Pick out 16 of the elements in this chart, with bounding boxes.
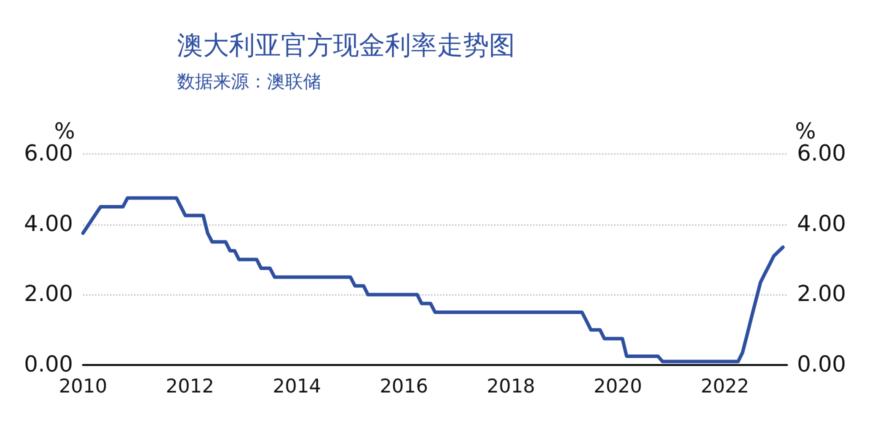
x-tick-label: 2016 xyxy=(380,376,428,398)
line-series xyxy=(81,196,785,364)
y2-tick-label: 0.00 xyxy=(797,352,846,378)
y-tick-label: 0.00 xyxy=(24,352,73,378)
x-tick-label: 2014 xyxy=(272,376,322,398)
y2-tick-label: 2.00 xyxy=(797,282,846,308)
y-tick-label: 2.00 xyxy=(24,282,73,308)
x-tick-label: 2018 xyxy=(486,376,536,398)
y2-tick-label: 4.00 xyxy=(797,212,846,237)
x-tick-label: 2022 xyxy=(700,376,750,398)
chart-subtitle: 数据来源：澳联储 xyxy=(177,72,321,92)
x-tick-label: 2012 xyxy=(166,376,214,398)
x-tick-label: 2010 xyxy=(58,376,108,398)
y-tick-label: 4.00 xyxy=(24,212,73,237)
chart-title: 澳大利亚官方现金利率走势图 xyxy=(177,31,515,61)
x-tick-label: 2020 xyxy=(594,376,642,398)
